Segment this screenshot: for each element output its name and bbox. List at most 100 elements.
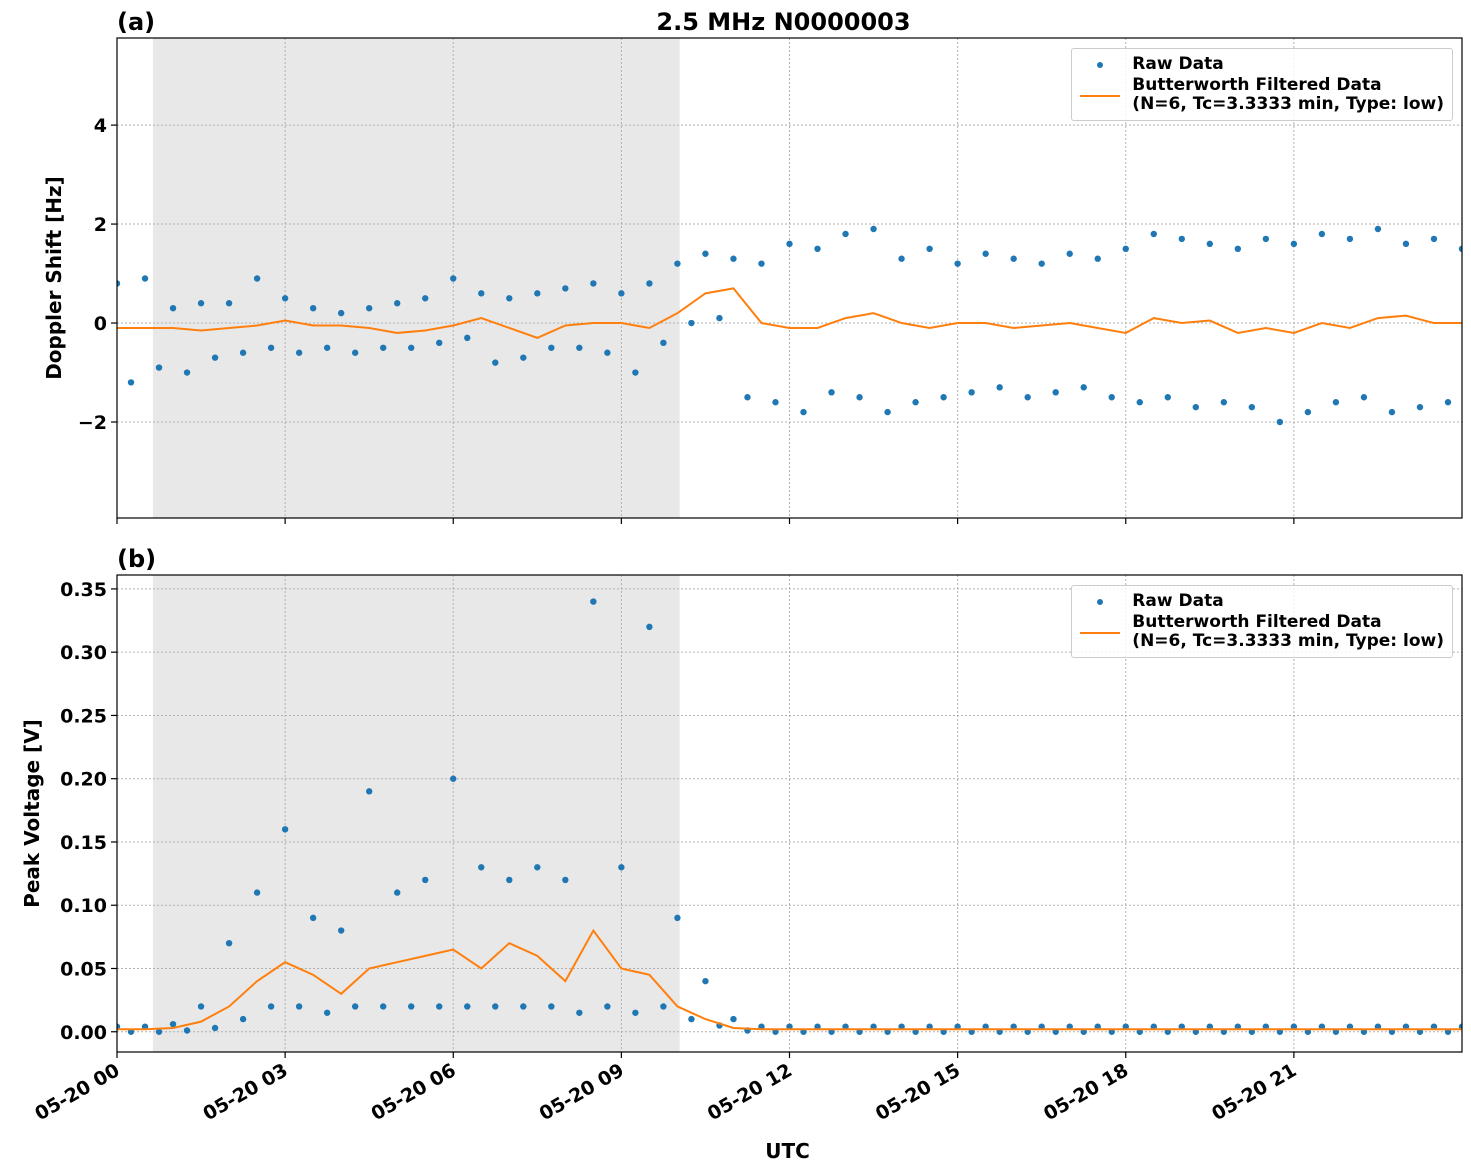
raw-point	[379, 1003, 387, 1010]
raw-point	[450, 275, 457, 282]
panel-label: (a)	[117, 8, 155, 36]
raw-point	[155, 364, 163, 371]
x-tick-label: 05-20 12	[704, 1059, 796, 1125]
raw-point	[394, 889, 401, 896]
x-tick-label: 05-20 03	[199, 1059, 291, 1125]
raw-point	[1220, 399, 1228, 406]
legend-line	[1080, 632, 1121, 634]
raw-point	[1304, 408, 1312, 416]
raw-point	[239, 349, 247, 356]
raw-point	[1094, 255, 1101, 262]
raw-point	[1360, 394, 1368, 401]
raw-point	[912, 399, 919, 406]
raw-point	[1108, 394, 1115, 401]
chart-title: 2.5 MHz N0000003	[656, 8, 910, 36]
raw-point	[618, 864, 625, 871]
raw-point	[253, 889, 261, 896]
raw-point	[604, 349, 611, 356]
raw-point	[590, 280, 597, 287]
raw-point	[1066, 250, 1073, 257]
raw-point	[1248, 403, 1256, 411]
raw-point	[1290, 240, 1298, 248]
raw-point	[870, 225, 877, 233]
raw-point	[674, 914, 681, 922]
raw-point	[884, 408, 891, 416]
raw-point	[842, 230, 849, 238]
legend-key	[1080, 592, 1120, 611]
raw-point	[309, 304, 317, 312]
raw-point	[674, 260, 681, 267]
raw-point	[1178, 235, 1185, 243]
raw-point	[478, 864, 485, 871]
raw-point	[365, 788, 373, 795]
raw-point	[379, 344, 387, 351]
raw-point	[590, 598, 597, 605]
raw-point	[225, 300, 233, 307]
raw-point	[1122, 245, 1129, 253]
legend-marker	[1097, 599, 1104, 605]
raw-point	[1318, 230, 1326, 238]
raw-point	[618, 290, 625, 297]
x-tick-label: 05-20 06	[367, 1059, 459, 1125]
legend-key	[1080, 613, 1121, 651]
legend-marker	[1097, 62, 1104, 68]
raw-point	[267, 1003, 275, 1010]
y-tick-label: 0.00	[60, 1022, 107, 1044]
raw-point	[422, 876, 429, 884]
raw-point	[1444, 399, 1452, 406]
raw-point	[169, 304, 177, 312]
legend-entry: Raw Data	[1080, 592, 1444, 611]
raw-point	[534, 290, 541, 297]
raw-point	[492, 359, 499, 366]
raw-point	[253, 275, 261, 282]
raw-point	[1458, 245, 1462, 253]
y-tick-label: 2	[94, 214, 107, 236]
y-tick-label: 0.20	[60, 769, 107, 791]
raw-point	[772, 399, 779, 406]
raw-point	[267, 344, 275, 351]
raw-point	[632, 1009, 639, 1016]
y-tick-label: 0.05	[60, 958, 107, 980]
raw-point	[337, 309, 345, 317]
raw-point	[1150, 230, 1157, 238]
shaded-span	[152, 38, 680, 518]
y-tick-label: 0.25	[60, 705, 107, 727]
raw-point	[183, 369, 191, 376]
raw-point	[562, 285, 569, 292]
plot-frame	[116, 574, 1463, 1053]
raw-point	[211, 354, 219, 361]
raw-point	[730, 255, 737, 262]
raw-point	[814, 245, 821, 253]
raw-point	[688, 1015, 695, 1023]
raw-point	[800, 408, 807, 416]
raw-point	[562, 876, 569, 884]
raw-point	[408, 344, 415, 351]
plot-frame	[116, 37, 1463, 519]
raw-point	[660, 339, 667, 347]
raw-point	[744, 394, 751, 401]
raw-point	[281, 826, 289, 833]
raw-point	[464, 1003, 471, 1010]
legend-entry: Butterworth Filtered Data (N=6, Tc=3.333…	[1080, 76, 1444, 114]
raw-point	[1206, 240, 1214, 248]
raw-point	[660, 1003, 667, 1010]
raw-point	[534, 864, 541, 871]
filtered-line	[117, 928, 1462, 1031]
raw-point	[1262, 235, 1270, 243]
raw-point	[351, 1003, 359, 1010]
y-tick-label: 0.35	[60, 579, 107, 601]
x-tick-label: 05-20 21	[1208, 1059, 1300, 1125]
raw-point	[436, 1003, 443, 1010]
raw-point	[1388, 408, 1396, 416]
y-tick-label: 0.30	[60, 642, 107, 664]
raw-point	[1374, 225, 1382, 233]
raw-point	[239, 1015, 247, 1023]
legend-key	[1080, 76, 1121, 114]
legend-entry: Butterworth Filtered Data (N=6, Tc=3.333…	[1080, 613, 1444, 651]
x-tick-label: 05-20 18	[1040, 1059, 1132, 1125]
raw-point	[492, 1003, 499, 1010]
x-axis-label: UTC	[765, 1139, 810, 1163]
x-tick-label: 05-20 00	[31, 1059, 123, 1125]
raw-point	[309, 914, 317, 922]
